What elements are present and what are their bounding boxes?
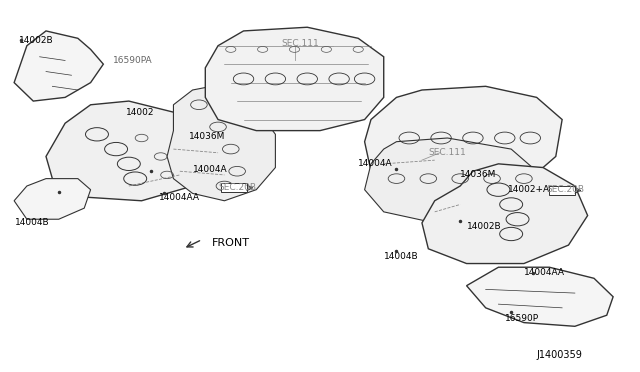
Polygon shape [467,267,613,326]
Text: SEC.111: SEC.111 [282,39,319,48]
Text: 14036M: 14036M [460,170,497,179]
Text: 14004A: 14004A [358,159,393,169]
Text: 14004B: 14004B [15,218,50,227]
Text: 16590PA: 16590PA [113,56,152,65]
Text: SEC.111: SEC.111 [428,148,466,157]
Polygon shape [14,31,103,101]
Text: 14004A: 14004A [193,165,227,174]
Text: 14002: 14002 [125,108,154,117]
Text: 14004AA: 14004AA [159,193,200,202]
Text: SEC.20B: SEC.20B [218,183,256,192]
Text: 14002B: 14002B [19,36,54,45]
Text: 14004B: 14004B [384,251,419,261]
Text: 14002B: 14002B [467,222,501,231]
Polygon shape [205,27,384,131]
Text: 14004AA: 14004AA [524,268,565,277]
Polygon shape [365,86,562,190]
Text: SEC.20B: SEC.20B [546,185,584,194]
Polygon shape [167,86,275,201]
Text: 14002+A: 14002+A [508,185,550,194]
Polygon shape [46,101,218,201]
FancyBboxPatch shape [221,183,246,192]
Text: 14036M: 14036M [189,132,226,141]
Text: 16590P: 16590P [505,314,539,323]
Text: J1400359: J1400359 [537,350,582,360]
Text: FRONT: FRONT [212,238,250,248]
Polygon shape [14,179,91,219]
Polygon shape [365,138,537,223]
FancyBboxPatch shape [549,186,575,195]
Polygon shape [422,164,588,263]
